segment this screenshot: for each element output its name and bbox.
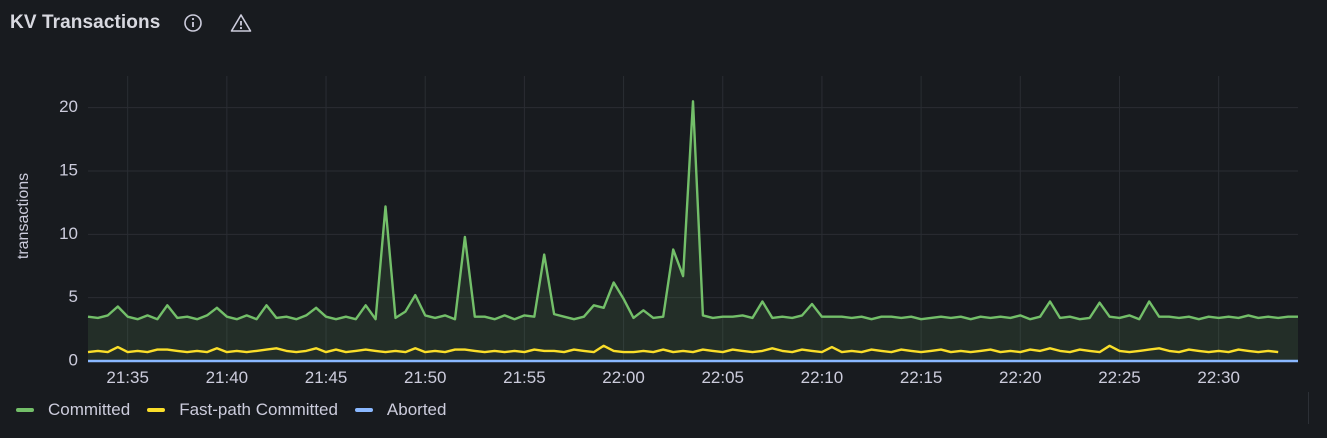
x-tick-label: 22:30 [1197,368,1240,387]
x-tick-label: 21:40 [206,368,249,387]
legend: Committed Fast-path Committed Aborted [16,400,463,420]
legend-item-fast-path-committed[interactable]: Fast-path Committed [147,400,338,420]
series-area-committed [88,101,1298,362]
panel-divider [1308,392,1309,424]
x-tick-label: 21:35 [106,368,149,387]
x-tick-label: 21:55 [503,368,546,387]
legend-swatch-committed [16,408,34,412]
x-tick-label: 21:50 [404,368,447,387]
x-tick-label: 22:20 [999,368,1042,387]
legend-swatch-fast-path [147,408,166,412]
x-tick-label: 22:10 [801,368,844,387]
legend-label: Fast-path Committed [179,400,338,419]
y-tick-label: 5 [69,287,78,306]
warning-triangle-icon[interactable] [230,12,252,34]
info-circle-icon[interactable] [182,12,204,34]
legend-item-aborted[interactable]: Aborted [354,400,447,420]
series-line-committed [87,100,1298,321]
y-tick-label: 20 [59,97,78,116]
y-tick-label: 15 [59,160,78,179]
panel-header: KV Transactions [10,8,252,38]
y-axis-ticks: 0 5 10 15 20 [59,97,78,369]
y-tick-label: 0 [69,350,78,369]
legend-swatch-aborted [354,408,373,412]
series-line-fast-path-committed [87,344,1279,354]
legend-label: Aborted [386,400,447,419]
x-tick-label: 22:25 [1098,368,1141,387]
legend-label: Committed [48,400,131,419]
series-layer [87,100,1298,363]
legend-item-committed[interactable]: Committed [16,400,130,420]
y-axis-label: transactions [15,173,32,259]
panel-title: KV Transactions [10,12,161,33]
x-tick-label: 22:15 [900,368,943,387]
x-axis-ticks: 21:35 21:40 21:45 21:50 21:55 22:00 22:05 22:10… [106,368,1240,387]
x-tick-label: 21:45 [305,368,348,387]
y-tick-label: 10 [59,224,78,243]
x-tick-label: 22:00 [602,368,645,387]
x-tick-label: 22:05 [701,368,744,387]
